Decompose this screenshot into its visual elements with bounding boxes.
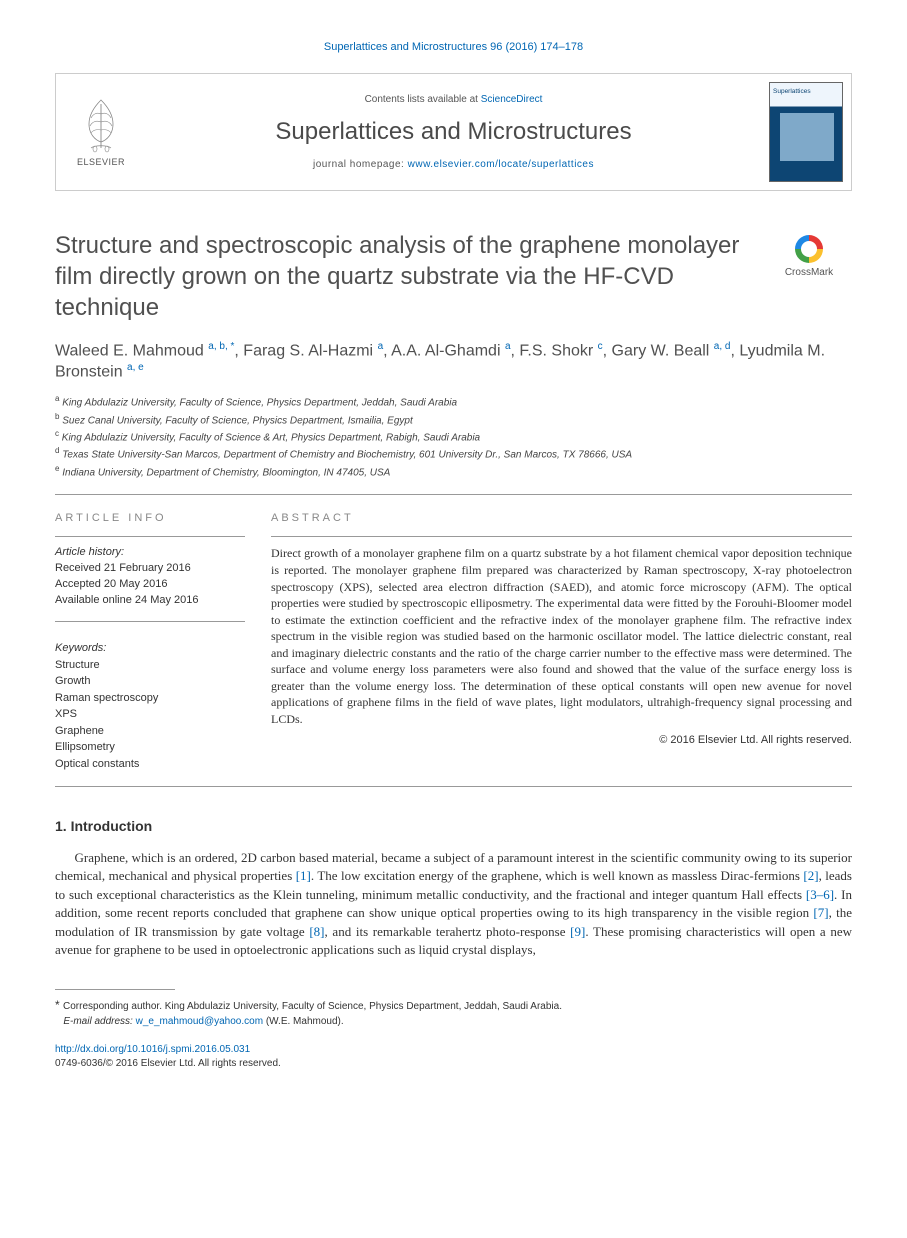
- footnote-rule: [55, 989, 175, 990]
- history-block: Article history: Received 21 February 20…: [55, 545, 245, 609]
- contents-prefix: Contents lists available at: [365, 94, 481, 105]
- elsevier-tree-icon: [77, 96, 125, 154]
- running-head: Superlattices and Microstructures 96 (20…: [55, 40, 852, 55]
- publisher-block: ELSEVIER: [56, 74, 146, 190]
- abstract-col: ABSTRACT Direct growth of a monolayer gr…: [271, 511, 852, 772]
- cover-title: Superlattices: [773, 87, 811, 96]
- divider: [55, 621, 245, 622]
- crossmark-icon: [795, 235, 823, 263]
- masthead: ELSEVIER Contents lists available at Sci…: [55, 73, 852, 191]
- abstract-head: ABSTRACT: [271, 511, 852, 526]
- email-label: E-mail address:: [63, 1016, 132, 1027]
- intro-paragraph: Graphene, which is an ordered, 2D carbon…: [55, 849, 852, 960]
- doi-link[interactable]: http://dx.doi.org/10.1016/j.spmi.2016.05…: [55, 1044, 250, 1055]
- star-icon: *: [55, 998, 63, 1012]
- authors-line: Waleed E. Mahmoud a, b, *, Farag S. Al-H…: [55, 340, 852, 384]
- keywords-list: StructureGrowthRaman spectroscopyXPSGrap…: [55, 657, 245, 773]
- crossmark-label: CrossMark: [785, 266, 833, 280]
- copyright-line: © 2016 Elsevier Ltd. All rights reserved…: [271, 733, 852, 748]
- history-received: Received 21 February 2016: [55, 561, 245, 577]
- history-label: Article history:: [55, 545, 245, 561]
- divider: [271, 536, 852, 537]
- publisher-name: ELSEVIER: [77, 156, 125, 169]
- history-online: Available online 24 May 2016: [55, 593, 245, 609]
- keywords-block: Keywords: StructureGrowthRaman spectrosc…: [55, 640, 245, 772]
- article-info-col: ARTICLE INFO Article history: Received 2…: [55, 511, 245, 772]
- homepage-line: journal homepage: www.elsevier.com/locat…: [313, 158, 594, 172]
- journal-name: Superlattices and Microstructures: [275, 115, 631, 149]
- doi-block: http://dx.doi.org/10.1016/j.spmi.2016.05…: [55, 1043, 852, 1071]
- article-title: Structure and spectroscopic analysis of …: [55, 231, 754, 323]
- cover-block: Superlattices: [761, 74, 851, 190]
- section-title: 1. Introduction: [55, 817, 852, 837]
- abstract-text: Direct growth of a monolayer graphene fi…: [271, 545, 852, 727]
- divider: [55, 536, 245, 537]
- sciencedirect-link[interactable]: ScienceDirect: [481, 94, 543, 105]
- email-link[interactable]: w_e_mahmoud@yahoo.com: [136, 1016, 263, 1027]
- crossmark-badge[interactable]: CrossMark: [766, 235, 852, 280]
- homepage-link[interactable]: www.elsevier.com/locate/superlattices: [408, 159, 594, 170]
- homepage-prefix: journal homepage:: [313, 159, 408, 170]
- corresponding-footnote: * Corresponding author. King Abdulaziz U…: [55, 996, 852, 1029]
- info-abstract-row: ARTICLE INFO Article history: Received 2…: [55, 511, 852, 772]
- cover-image-placeholder: [780, 113, 834, 161]
- issn-line: 0749-6036/© 2016 Elsevier Ltd. All right…: [55, 1058, 281, 1069]
- history-accepted: Accepted 20 May 2016: [55, 577, 245, 593]
- title-row: Structure and spectroscopic analysis of …: [55, 231, 852, 339]
- keywords-label: Keywords:: [55, 640, 245, 657]
- contents-line: Contents lists available at ScienceDirec…: [365, 93, 543, 107]
- journal-cover-icon: Superlattices: [769, 82, 843, 182]
- masthead-center: Contents lists available at ScienceDirec…: [146, 74, 761, 190]
- affiliations-list: a King Abdulaziz University, Faculty of …: [55, 393, 852, 480]
- page-root: Superlattices and Microstructures 96 (20…: [0, 0, 907, 1101]
- divider: [55, 786, 852, 787]
- divider: [55, 494, 852, 495]
- article-info-head: ARTICLE INFO: [55, 511, 245, 526]
- corr-text: Corresponding author. King Abdulaziz Uni…: [63, 1001, 562, 1012]
- email-person: (W.E. Mahmoud).: [266, 1016, 344, 1027]
